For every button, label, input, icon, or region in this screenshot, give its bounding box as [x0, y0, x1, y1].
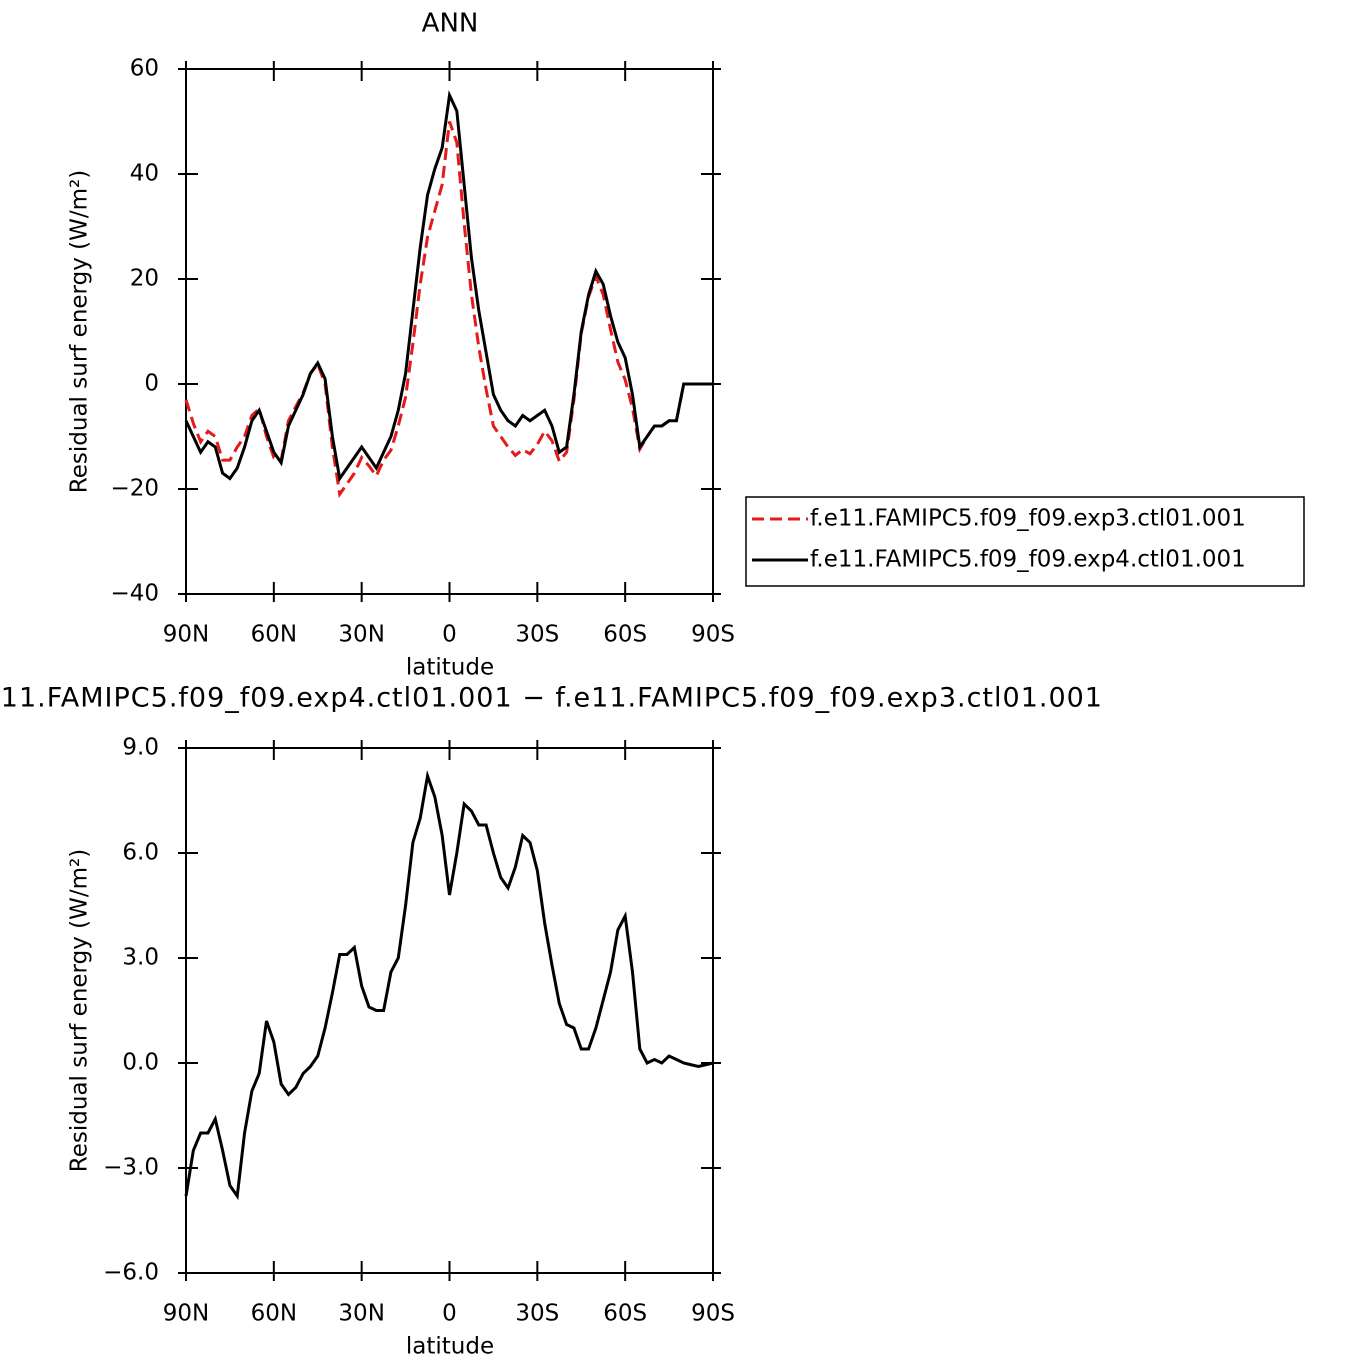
y-tick-label: 6.0: [122, 840, 159, 866]
y-tick-label: −20: [110, 476, 159, 502]
x-tick-label: 0: [442, 622, 457, 648]
x-tick-label: 90N: [163, 1301, 209, 1327]
y-tick-label: 3.0: [122, 945, 159, 971]
legend-label: f.e11.FAMIPC5.f09_f09.exp4.ctl01.001: [810, 547, 1246, 573]
y-tick-label: 40: [130, 161, 159, 187]
y-tick-label: 0.0: [122, 1050, 159, 1076]
x-tick-label: 60N: [251, 1301, 297, 1327]
x-tick-label: 90N: [163, 622, 209, 648]
x-axis-label: latitude: [406, 1334, 494, 1360]
y-tick-label: −40: [110, 581, 159, 607]
x-tick-label: 0: [442, 1301, 457, 1327]
x-tick-label: 60S: [603, 622, 647, 648]
plot-frame: [185, 68, 714, 595]
y-axis-label: Residual surf energy (W/m²): [67, 170, 93, 493]
data-line: [184, 121, 713, 499]
x-tick-label: 30N: [338, 1301, 384, 1327]
y-tick-label: 60: [130, 56, 159, 82]
legend-box: [745, 496, 1305, 587]
legend: f.e11.FAMIPC5.f09_f09.exp3.ctl01.001 f.e1…: [745, 496, 1305, 587]
chart-title: ANN: [422, 9, 479, 39]
x-tick-label: 90S: [691, 1301, 735, 1327]
y-axis-label: Residual surf energy (W/m²): [67, 849, 93, 1172]
data-line: [184, 90, 713, 483]
y-tick-label: 20: [130, 266, 159, 292]
y-tick-label: −3.0: [103, 1155, 159, 1181]
x-axis-label: latitude: [406, 655, 494, 681]
legend-label: f.e11.FAMIPC5.f09_f09.exp3.ctl01.001: [810, 506, 1246, 532]
x-tick-label: 30N: [338, 622, 384, 648]
x-tick-label: 60S: [603, 1301, 647, 1327]
plot-frame: [185, 747, 714, 1274]
x-tick-label: 60N: [251, 622, 297, 648]
chart-title: f.e11.FAMIPC5.f09_f09.exp4.ctl01.001 − f…: [0, 683, 1103, 714]
x-tick-label: 90S: [691, 622, 735, 648]
x-tick-label: 30S: [515, 1301, 559, 1327]
y-tick-label: 0: [144, 371, 159, 397]
y-tick-label: 9.0: [122, 735, 159, 761]
y-tick-label: −6.0: [103, 1260, 159, 1286]
data-line: [184, 770, 714, 1201]
x-tick-label: 30S: [515, 622, 559, 648]
